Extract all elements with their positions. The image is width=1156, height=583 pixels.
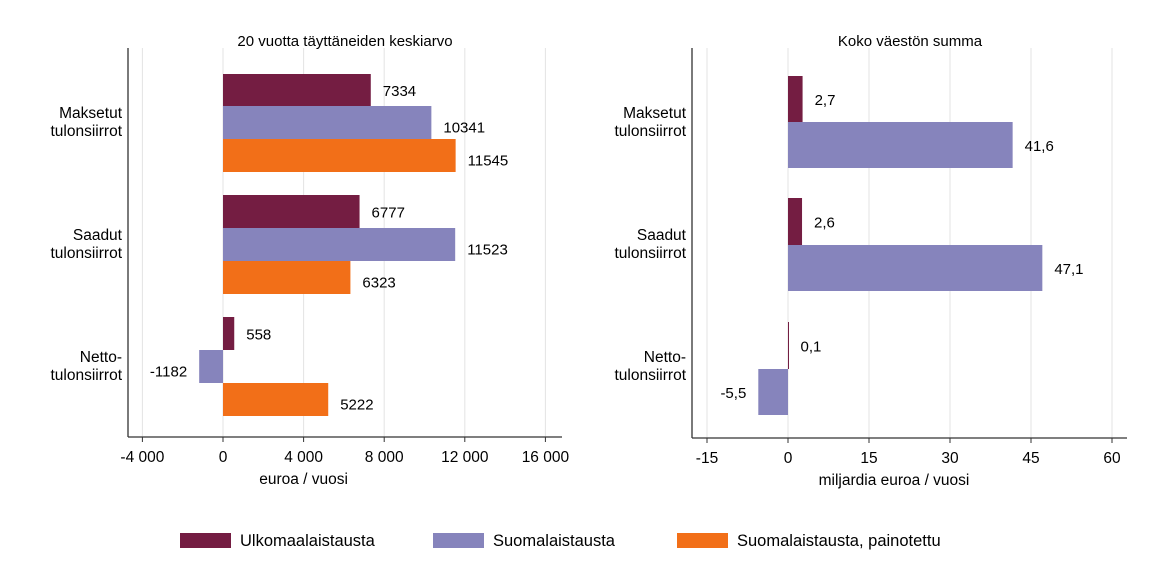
x-tick-label: 0 <box>784 450 793 467</box>
bar-suomalaistausta-painotettu <box>223 383 329 416</box>
category-label-line: tulonsiirrot <box>51 123 123 140</box>
category-label-line: Saadut <box>73 227 123 244</box>
data-label: 6323 <box>362 275 395 292</box>
x-tick-label: 60 <box>1103 450 1121 467</box>
category-label-line: tulonsiirrot <box>615 123 687 140</box>
category-label-line: Maksetut <box>59 105 123 122</box>
category-label-line: tulonsiirrot <box>615 367 687 384</box>
category-label-line: tulonsiirrot <box>615 245 687 262</box>
bar-suomalaistausta-painotettu <box>223 139 456 172</box>
x-tick-label: 16 000 <box>522 449 570 466</box>
category-label: Maksetut tulonsiirrot <box>51 105 123 140</box>
chart-title: 20 vuotta täyttäneiden keskiarvo <box>237 33 452 50</box>
legend-label: Suomalaistausta, painotettu <box>737 532 941 550</box>
x-axis-label: miljardia euroa / vuosi <box>819 472 970 489</box>
chart-panel-2: Koko väestön summa -15 0 15 30 45 60 miljardia … <box>615 33 1127 489</box>
x-tick-label: 0 <box>219 449 228 466</box>
x-tick-label: -4 000 <box>120 449 164 466</box>
data-label: -1182 <box>150 364 187 381</box>
data-label: 11523 <box>467 242 508 259</box>
x-tick-label: 4 000 <box>284 449 323 466</box>
bar-suomalaistausta <box>199 350 223 383</box>
category-label-line: tulonsiirrot <box>51 367 123 384</box>
category-label-line: Maksetut <box>623 105 687 122</box>
bar-ulkomaalaistausta <box>788 76 803 122</box>
data-label: 6777 <box>372 205 405 222</box>
data-label: 558 <box>246 327 271 344</box>
data-label: 5222 <box>340 397 373 414</box>
category-label: Maksetut tulonsiirrot <box>615 105 687 140</box>
category-label-line: Netto- <box>80 349 122 366</box>
legend-label: Ulkomaalaistausta <box>240 532 376 550</box>
x-tick-label: 15 <box>860 450 877 467</box>
legend-swatch <box>180 533 231 548</box>
bar-ulkomaalaistausta <box>788 198 803 245</box>
chart-title: Koko väestön summa <box>838 33 983 50</box>
bar-ulkomaalaistausta <box>223 195 360 228</box>
data-label: -5,5 <box>720 385 746 402</box>
category-label-line: Netto- <box>644 349 686 366</box>
legend-swatch <box>433 533 484 548</box>
x-tick-label: 30 <box>941 450 959 467</box>
category-label: Saadut tulonsiirrot <box>51 227 123 262</box>
bar-ulkomaalaistausta <box>223 317 235 350</box>
legend: Ulkomaalaistausta Suomalaistausta Suomalai… <box>180 532 941 550</box>
legend-swatch <box>677 533 728 548</box>
x-axis-label: euroa / vuosi <box>259 471 348 488</box>
x-tick-label: 12 000 <box>441 449 489 466</box>
bar-suomalaistausta <box>788 245 1043 291</box>
data-label: 2,6 <box>814 215 835 232</box>
category-label-line: Saadut <box>637 227 687 244</box>
x-tick-label: 8 000 <box>365 449 404 466</box>
bar-suomalaistausta <box>758 369 788 415</box>
category-label: Saadut tulonsiirrot <box>615 227 687 262</box>
data-label: 0,1 <box>801 339 822 356</box>
category-label: Netto-tulonsiirrot <box>51 349 123 384</box>
chart-panel-1: 20 vuotta täyttäneiden keskiarvo -4 000 0 4… <box>51 33 570 488</box>
category-label: Netto-tulonsiirrot <box>615 349 687 384</box>
data-label: 47,1 <box>1054 261 1083 278</box>
bar-suomalaistausta <box>788 122 1013 168</box>
category-label-line: tulonsiirrot <box>51 245 123 262</box>
data-label: 11545 <box>468 153 509 170</box>
bar-suomalaistausta-painotettu <box>223 261 351 294</box>
x-tick-label: -15 <box>696 450 718 467</box>
bar-suomalaistausta <box>223 106 432 139</box>
data-label: 41,6 <box>1025 138 1054 155</box>
legend-label: Suomalaistausta <box>493 532 616 550</box>
bar-suomalaistausta <box>223 228 456 261</box>
data-label: 2,7 <box>815 92 836 109</box>
data-label: 7334 <box>383 83 416 100</box>
data-label: 10341 <box>443 120 485 137</box>
x-tick-label: 45 <box>1022 450 1039 467</box>
bar-ulkomaalaistausta <box>788 322 789 369</box>
bar-ulkomaalaistausta <box>223 74 371 106</box>
